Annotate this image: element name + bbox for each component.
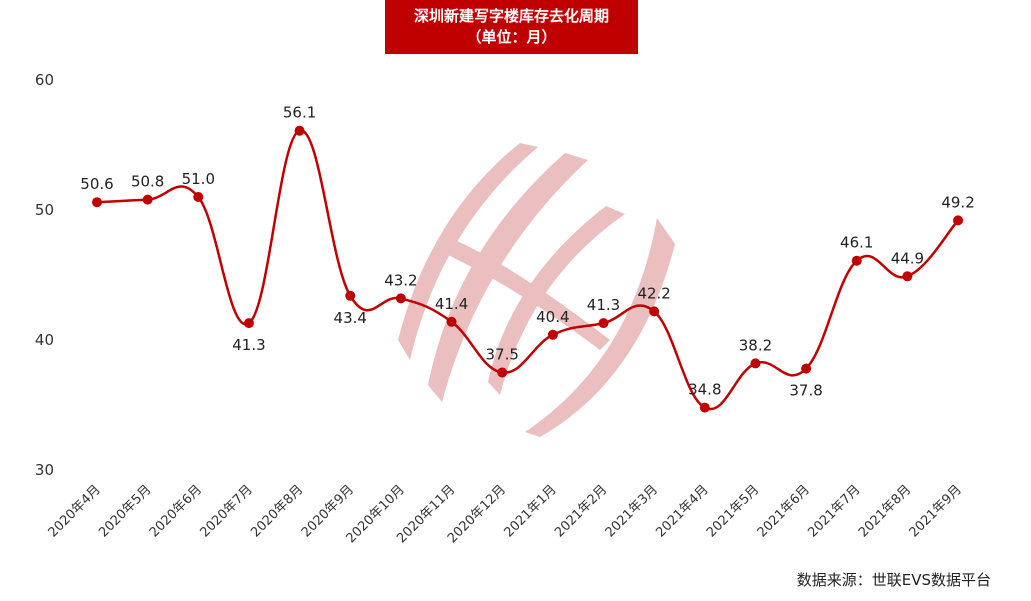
data-point xyxy=(193,192,204,202)
data-point xyxy=(902,271,913,282)
data-label: 41.3 xyxy=(232,336,265,354)
data-label: 42.2 xyxy=(637,284,670,302)
data-point xyxy=(345,290,356,301)
data-label: 49.2 xyxy=(941,193,974,211)
x-tick-label: 2021年3月 xyxy=(603,482,661,540)
data-point xyxy=(953,215,964,226)
data-point xyxy=(497,367,508,378)
data-point xyxy=(92,197,102,208)
x-tick-label: 2020年5月 xyxy=(96,482,154,540)
data-label: 56.1 xyxy=(283,104,316,122)
x-tick-label: 2021年7月 xyxy=(805,482,863,540)
data-point xyxy=(446,316,457,327)
x-tick-label: 2020年4月 xyxy=(46,482,104,540)
y-tick-label: 60 xyxy=(35,71,54,89)
x-tick-label: 2021年8月 xyxy=(856,482,914,540)
data-point xyxy=(598,318,609,329)
y-axis-ticks: 30 40 50 60 xyxy=(35,71,54,479)
y-tick-label: 40 xyxy=(35,331,54,349)
x-tick-label: 2020年6月 xyxy=(147,482,205,540)
data-label: 44.9 xyxy=(891,249,924,267)
data-label: 50.6 xyxy=(80,175,113,193)
data-point xyxy=(294,125,305,136)
data-label: 41.4 xyxy=(435,295,468,313)
x-tick-label: 2021年9月 xyxy=(907,482,965,540)
y-tick-label: 50 xyxy=(35,201,54,219)
data-label: 38.2 xyxy=(739,336,772,354)
x-tick-label: 2020年8月 xyxy=(248,482,306,540)
data-point xyxy=(750,358,761,369)
data-point xyxy=(395,293,406,304)
data-label: 51.0 xyxy=(182,170,215,188)
x-tick-label: 2020年7月 xyxy=(198,482,256,540)
x-tick-label: 2021年5月 xyxy=(704,482,762,540)
data-point xyxy=(851,255,862,266)
x-axis-ticks: 2020年4月2020年5月2020年6月2020年7月2020年8月2020年… xyxy=(46,482,965,546)
x-tick-label: 2021年1月 xyxy=(501,482,559,540)
chart-title: 深圳新建写字楼库存去化周期 xyxy=(413,7,609,25)
data-point xyxy=(142,194,153,205)
data-labels: 50.6 50.8 51.0 41.3 56.1 43.4 43.2 41.4 37.5 40.4… xyxy=(80,104,974,400)
data-label: 46.1 xyxy=(840,234,873,252)
data-label: 50.8 xyxy=(131,173,164,191)
watermark-logo xyxy=(398,143,675,437)
data-label: 41.3 xyxy=(587,296,620,314)
x-tick-label: 2021年2月 xyxy=(552,482,610,540)
x-tick-label: 2021年4月 xyxy=(653,482,711,540)
data-point xyxy=(243,318,254,329)
x-tick-label: 2021年6月 xyxy=(755,482,813,540)
chart-title-box: 深圳新建写字楼库存去化周期 （单位：月） xyxy=(385,0,638,54)
data-label: 43.2 xyxy=(384,271,417,289)
series-line xyxy=(96,129,959,411)
data-label: 40.4 xyxy=(536,308,569,326)
data-point xyxy=(699,402,710,413)
data-label: 34.8 xyxy=(688,381,721,399)
data-point xyxy=(649,306,660,317)
source-note: 数据来源：世联EVS数据平台 xyxy=(796,571,991,589)
y-tick-label: 30 xyxy=(35,461,54,479)
data-label: 37.5 xyxy=(485,346,518,364)
data-label: 37.8 xyxy=(789,382,822,400)
data-points xyxy=(92,125,964,413)
data-point xyxy=(547,329,558,340)
data-point xyxy=(801,363,812,374)
chart-subtitle: （单位：月） xyxy=(466,28,557,46)
data-label: 43.4 xyxy=(334,309,367,327)
